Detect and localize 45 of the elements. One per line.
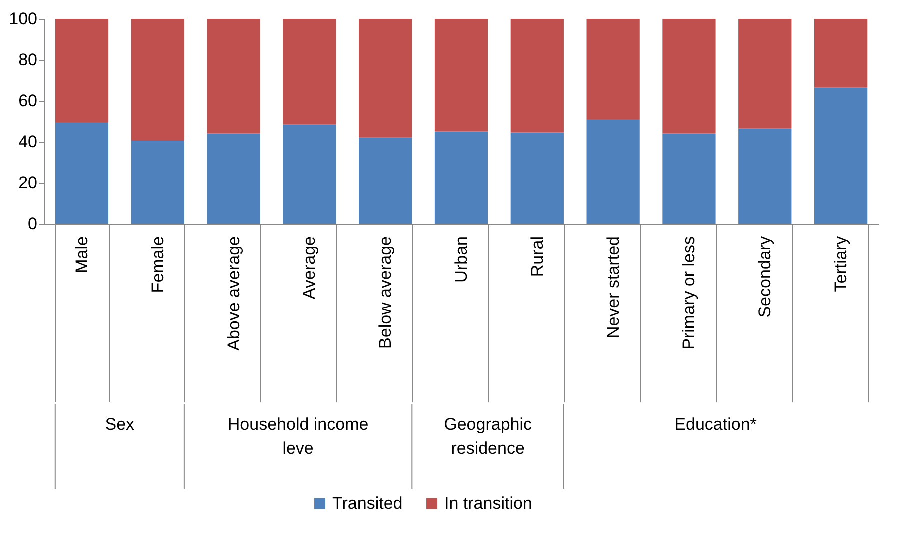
x-tick-label: Female bbox=[148, 236, 168, 294]
bar bbox=[55, 19, 109, 123]
x-tick-label: Never started bbox=[604, 236, 623, 339]
bar bbox=[814, 88, 868, 224]
y-tick-label: 20 bbox=[18, 174, 38, 192]
bar bbox=[662, 19, 716, 134]
text: Geographic residence bbox=[444, 414, 533, 458]
bar bbox=[207, 19, 260, 134]
y-tick-label: 100 bbox=[9, 10, 38, 28]
bar bbox=[738, 128, 792, 224]
x-tick-label: Rural bbox=[528, 236, 547, 278]
y-tick-label: 0 bbox=[28, 214, 38, 234]
text: Education* bbox=[674, 414, 758, 434]
bar bbox=[586, 19, 640, 120]
x-tick-label: Urban bbox=[452, 236, 471, 283]
legend-label: Transited bbox=[332, 494, 403, 513]
bar bbox=[434, 132, 488, 224]
bar bbox=[510, 132, 564, 224]
bar bbox=[359, 138, 412, 224]
bar bbox=[55, 122, 109, 224]
bar bbox=[283, 19, 336, 125]
bar bbox=[131, 19, 184, 141]
bar bbox=[131, 140, 184, 224]
bar bbox=[359, 19, 412, 138]
x-tick-label: Tertiary bbox=[832, 236, 851, 292]
bar bbox=[207, 134, 260, 224]
y-tick-label: 40 bbox=[18, 132, 38, 152]
x-tick-label: Male bbox=[72, 236, 92, 274]
legend-label: In transition bbox=[444, 494, 532, 513]
text: Sex bbox=[105, 414, 136, 434]
y-tick-label: 60 bbox=[18, 92, 38, 110]
text: Household income leve bbox=[228, 414, 369, 458]
x-tick-label: Above average bbox=[224, 236, 244, 351]
y-tick-label: 80 bbox=[18, 50, 38, 70]
bar bbox=[814, 19, 868, 88]
x-tick-label: Secondary bbox=[756, 236, 775, 318]
x-tick-label: Below average bbox=[376, 236, 396, 349]
bar bbox=[738, 19, 792, 129]
bar bbox=[434, 19, 488, 132]
bar bbox=[586, 119, 640, 224]
bar bbox=[662, 134, 716, 224]
bar bbox=[510, 19, 564, 133]
bar bbox=[283, 124, 336, 224]
x-tick-label: Average bbox=[300, 236, 320, 300]
x-tick-label: Primary or less bbox=[680, 236, 699, 350]
